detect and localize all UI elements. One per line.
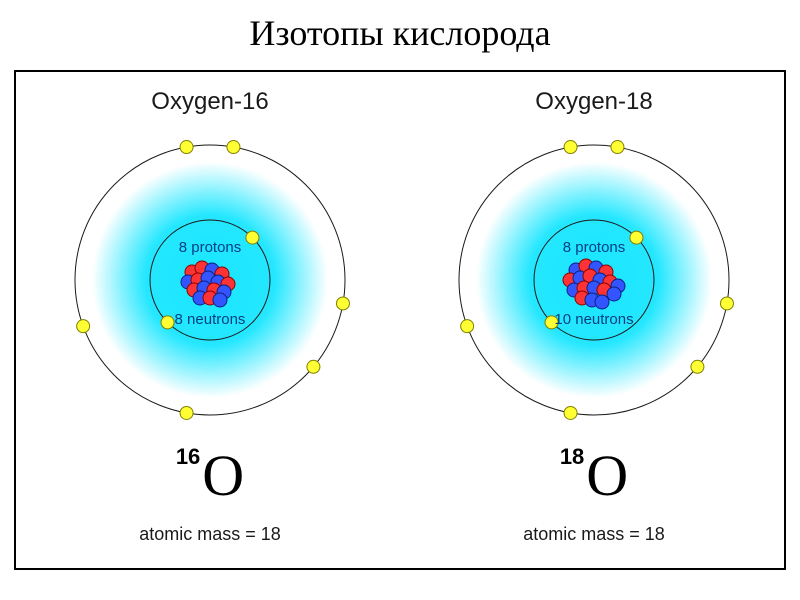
isotope-panel-0: Oxygen-16 8 protons 8 neutrons 16O atomic… <box>30 72 390 568</box>
atom-diagram: 8 protons 8 neutrons <box>60 130 360 430</box>
neutron <box>595 295 609 309</box>
element-symbol-line: 16O <box>30 442 390 509</box>
page-title: Изотопы кислорода <box>0 0 800 62</box>
atomic-mass-text: atomic mass = 18 <box>414 524 774 545</box>
electron <box>307 360 320 373</box>
neutrons-label: 8 neutrons <box>175 311 246 328</box>
isotope-panel-1: Oxygen-18 8 protons 10 neutrons 18O atomi… <box>414 72 774 568</box>
mass-number: 16 <box>176 444 200 470</box>
neutron <box>607 287 621 301</box>
neutron <box>213 293 227 307</box>
electron <box>77 320 90 333</box>
neutrons-label: 10 neutrons <box>554 311 633 328</box>
electron <box>161 316 174 329</box>
electron <box>564 141 577 154</box>
protons-label: 8 protons <box>179 239 242 256</box>
electron <box>564 406 577 419</box>
protons-label: 8 protons <box>563 239 626 256</box>
atom-diagram: 8 protons 10 neutrons <box>444 130 744 430</box>
element-symbol: O <box>586 442 628 509</box>
electron <box>180 141 193 154</box>
element-symbol-line: 18O <box>414 442 774 509</box>
atomic-mass-text: atomic mass = 18 <box>30 524 390 545</box>
electron <box>227 141 240 154</box>
electron <box>461 320 474 333</box>
isotope-name: Oxygen-16 <box>30 88 390 116</box>
diagram-frame: Oxygen-16 8 protons8 neutrons 16O atomic… <box>14 70 786 570</box>
element-symbol: O <box>202 442 244 509</box>
mass-number: 18 <box>560 444 584 470</box>
isotope-name: Oxygen-18 <box>414 88 774 116</box>
electron <box>691 360 704 373</box>
electron <box>336 297 349 310</box>
electron <box>180 406 193 419</box>
electron <box>246 231 259 244</box>
electron <box>611 141 624 154</box>
electron <box>720 297 733 310</box>
electron <box>630 231 643 244</box>
